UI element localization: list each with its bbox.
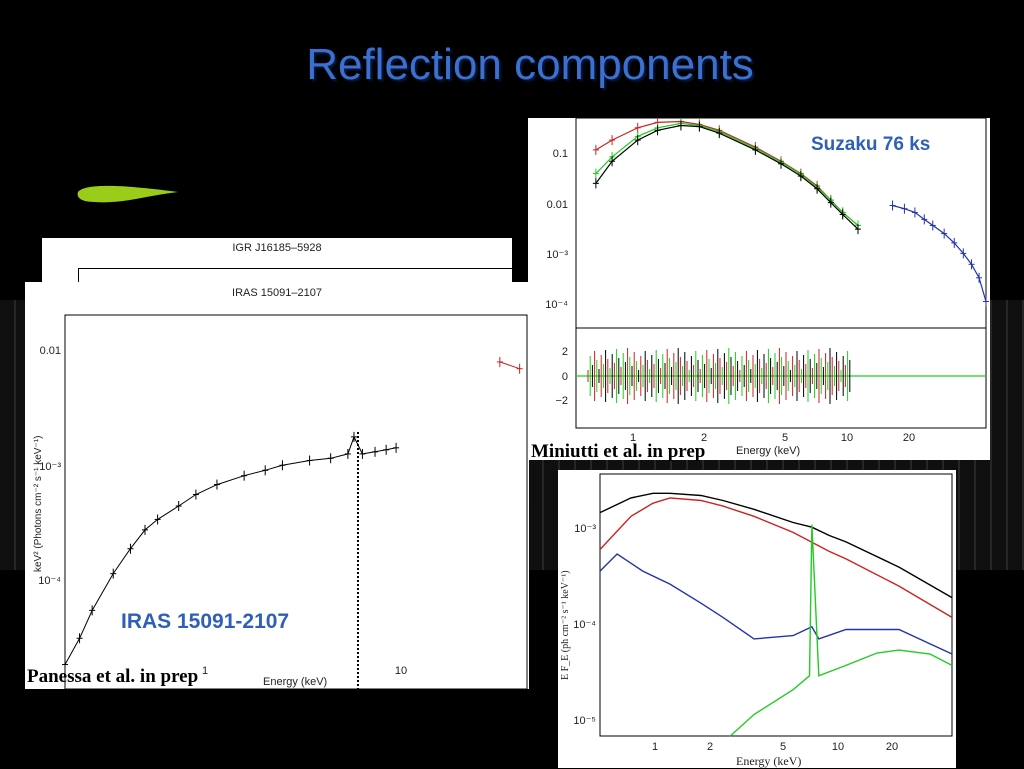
suzaku-xlabel: Energy (keV) <box>736 445 801 457</box>
model-ytick-label: 10⁻³ <box>574 523 596 535</box>
suzaku-ytick-label: 0.01 <box>547 199 568 211</box>
suzaku-resid-tick-label: 0 <box>562 371 568 383</box>
igr-panel-title: IGR J16185–5928 <box>232 242 322 254</box>
model-chart: 10⁻³ 10⁻⁴ 10⁻⁵ 1 2 5 10 20 <box>573 473 953 753</box>
iras-panel: IRAS 15091–2107 0.01 10⁻³ 10⁻⁴ 1 10 keV² (Ph… <box>25 282 529 689</box>
model-xtick-label: 1 <box>652 741 658 753</box>
suzaku-xtick-label: 5 <box>782 432 788 444</box>
series-line-1 <box>595 122 859 226</box>
model-ylabel: E F_E (ph cm⁻² s⁻¹ keV⁻¹) <box>560 570 571 680</box>
iras-panel-title: IRAS 15091–2107 <box>232 287 322 299</box>
iras-xtick-label: 1 <box>202 665 208 677</box>
iras-ytick-label: 10⁻³ <box>39 461 61 473</box>
iras-ytick-label: 10⁻⁴ <box>38 575 61 587</box>
iras-xtick-label: 10 <box>395 665 407 677</box>
series-line-1 <box>499 361 520 370</box>
leaf-icon <box>77 185 178 203</box>
suzaku-ytick-label: 10⁻³ <box>546 249 568 261</box>
suzaku-ytick-label: 0.1 <box>553 148 568 160</box>
iras-ytick-label: 0.01 <box>40 345 61 357</box>
suzaku-xtick-label: 10 <box>841 432 853 444</box>
model-xtick-label: 10 <box>832 741 844 753</box>
suzaku-credit: Miniutti et al. in prep <box>531 441 706 462</box>
model-panel: 10⁻³ 10⁻⁴ 10⁻⁵ 1 2 5 10 20 E F_E (ph cm⁻² s⁻¹ k… <box>558 470 956 768</box>
model-xtick-label: 2 <box>707 741 713 753</box>
iras-chart: 0.01 10⁻³ 10⁻⁴ 1 10 <box>38 314 528 689</box>
suzaku-resid-tick-label: 2 <box>562 346 568 358</box>
series-line-0 <box>599 492 953 599</box>
suzaku-label: Suzaku 76 ks <box>811 134 931 155</box>
model-xlabel: Energy (keV) <box>736 754 802 768</box>
slide-title: Reflection components <box>306 40 754 89</box>
iras-label: IRAS 15091-2107 <box>121 610 290 633</box>
series-line-2 <box>599 553 953 655</box>
iras-credit: Panessa et al. in prep <box>27 666 199 687</box>
series-line-3 <box>892 204 987 302</box>
suzaku-panel: 0.1 0.01 10⁻³ 10⁻⁴ 2 0 −2 1 2 5 10 20 Suzaku 76 ks … <box>528 118 990 460</box>
series-line-3 <box>729 524 953 737</box>
suzaku-xtick-label: 2 <box>701 432 707 444</box>
suzaku-xtick-label: 1 <box>630 432 636 444</box>
series-line-2 <box>595 124 859 230</box>
suzaku-xtick-label: 20 <box>903 432 915 444</box>
model-xtick-label: 20 <box>886 741 898 753</box>
model-ytick-label: 10⁻⁴ <box>573 619 596 631</box>
iras-ylabel: keV² (Photons cm⁻² s⁻¹ keV⁻¹) <box>33 435 44 572</box>
series-line-1 <box>599 497 953 619</box>
model-xtick-label: 5 <box>780 741 786 753</box>
suzaku-ytick-label: 10⁻⁴ <box>545 299 568 311</box>
model-ytick-label: 10⁻⁵ <box>573 715 596 727</box>
suzaku-resid-tick-label: −2 <box>555 395 568 407</box>
iras-xlabel: Energy (keV) <box>263 676 328 688</box>
